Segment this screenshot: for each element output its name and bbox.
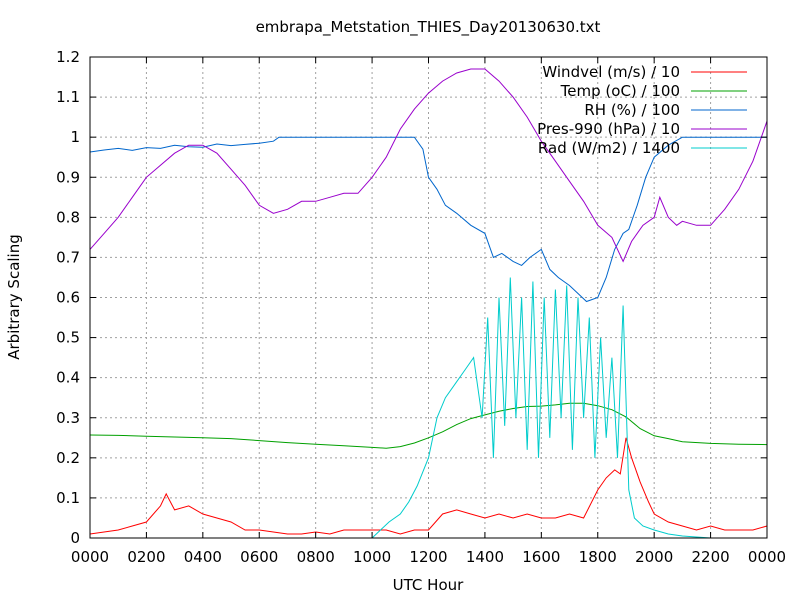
y-tick-label: 0.9 <box>56 168 80 186</box>
x-tick-label: 1200 <box>409 548 447 566</box>
y-tick-label: 0.4 <box>56 369 80 387</box>
x-tick-label: 2200 <box>691 548 729 566</box>
legend-label: Rad (W/m2) / 1400 <box>538 139 680 157</box>
x-tick-label: 1800 <box>579 548 617 566</box>
x-tick-label: 0000 <box>748 548 786 566</box>
x-tick-label: 0200 <box>127 548 165 566</box>
x-tick-label: 0800 <box>297 548 335 566</box>
x-tick-label: 1000 <box>353 548 391 566</box>
y-tick-label: 1 <box>70 128 80 146</box>
y-tick-label: 0 <box>70 529 80 547</box>
x-tick-label: 0000 <box>71 548 109 566</box>
y-tick-label: 0.3 <box>56 409 80 427</box>
y-axis-label: Arbitrary Scaling <box>5 234 23 360</box>
legend-label: Temp (oC) / 100 <box>560 82 680 100</box>
y-tick-label: 0.8 <box>56 208 80 226</box>
y-tick-label: 1.1 <box>56 88 80 106</box>
y-tick-label: 0.5 <box>56 329 80 347</box>
legend-label: RH (%) / 100 <box>584 101 680 119</box>
x-tick-label: 1400 <box>466 548 504 566</box>
x-tick-label: 2000 <box>635 548 673 566</box>
x-tick-label: 1600 <box>522 548 560 566</box>
series-group <box>89 68 768 539</box>
series-line <box>89 437 768 535</box>
y-tick-label: 1.2 <box>56 48 80 66</box>
x-tick-label: 0600 <box>240 548 278 566</box>
series-line <box>89 402 768 449</box>
chart-title: embrapa_Metstation_THIES_Day20130630.txt <box>256 18 601 37</box>
series-line <box>89 68 768 263</box>
series-line <box>89 136 767 303</box>
axis-ticks: 0 0.1 0.2 0.3 0.4 0.5 0.6 0.7 0.8 0.9 1 1.1 1.2 0000 0… <box>56 48 786 566</box>
x-tick-label: 0400 <box>184 548 222 566</box>
legend-label: Pres-990 (hPa) / 10 <box>537 120 680 138</box>
y-tick-label: 0.6 <box>56 289 80 307</box>
legend-label: Windvel (m/s) / 10 <box>542 63 680 81</box>
x-axis-label: UTC Hour <box>393 576 464 594</box>
y-tick-label: 0.2 <box>56 449 80 467</box>
y-tick-label: 0.7 <box>56 248 80 266</box>
y-tick-label: 0.1 <box>56 489 80 507</box>
